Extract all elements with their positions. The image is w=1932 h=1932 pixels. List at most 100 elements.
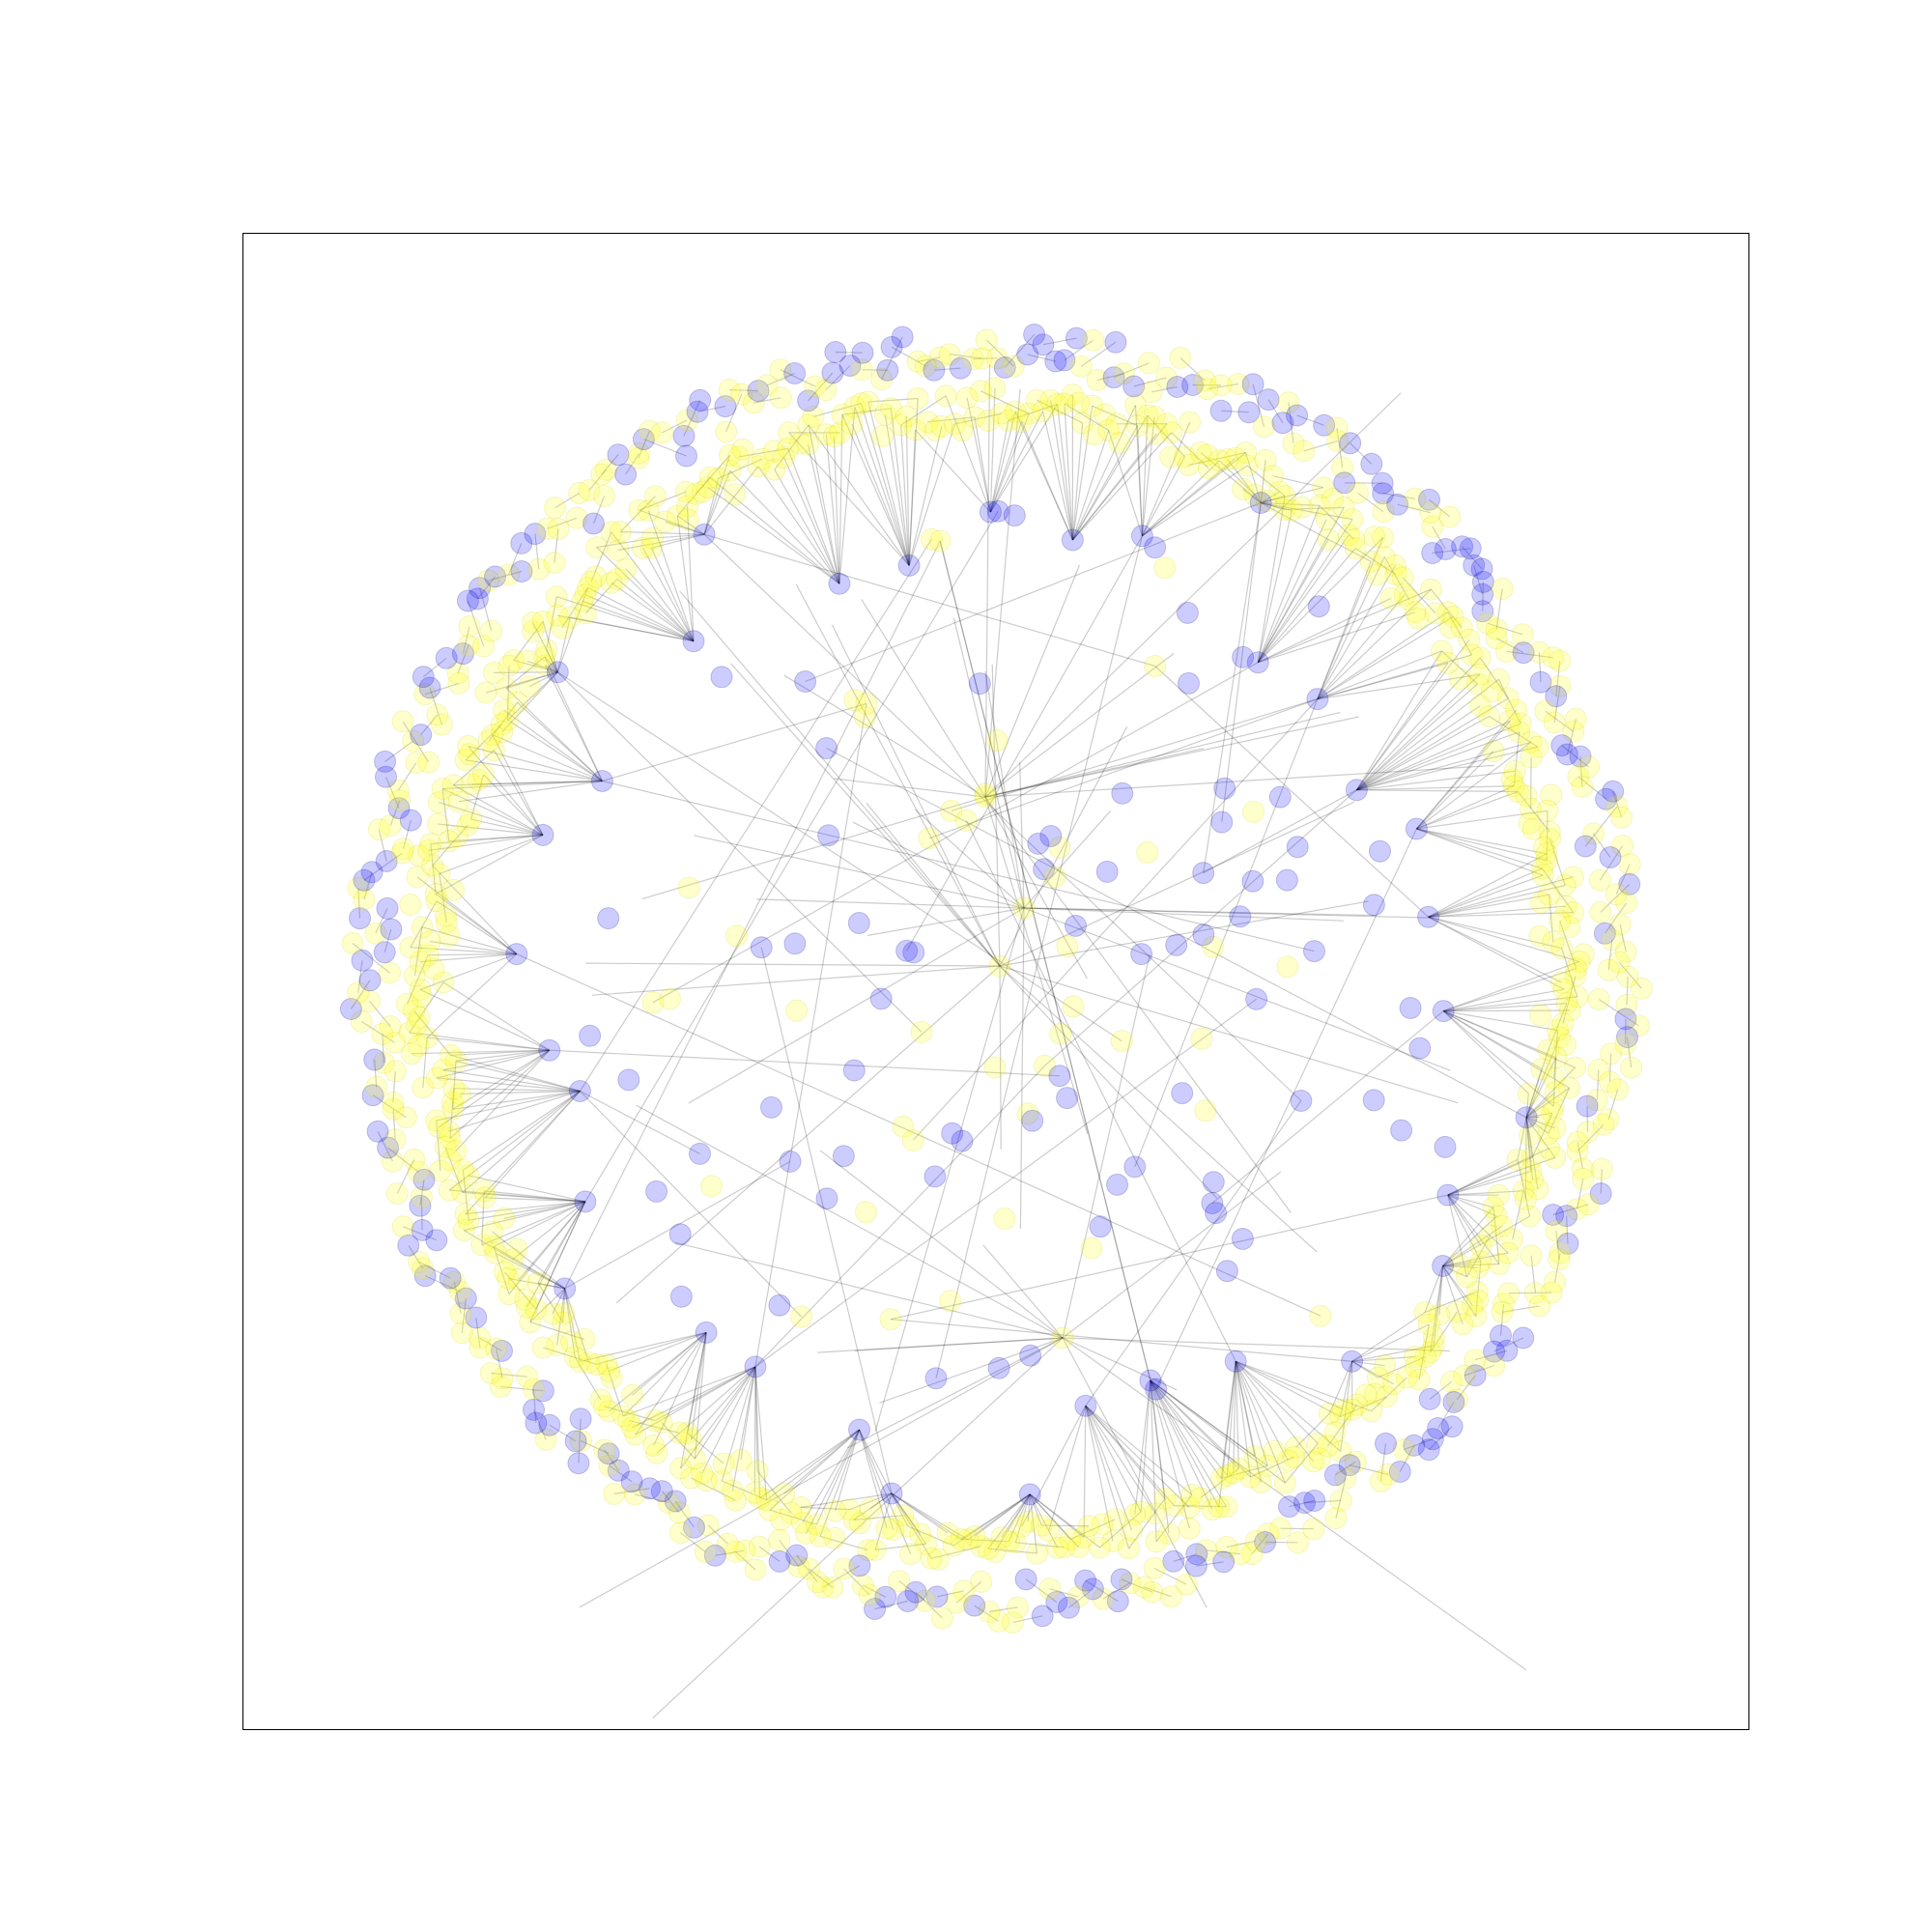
node-yellow: [408, 1250, 430, 1273]
node-yellow: [1614, 940, 1637, 963]
node-yellow: [1337, 524, 1360, 547]
node-yellow: [1468, 663, 1492, 686]
graph-edge: [1473, 565, 1484, 595]
graph-edge: [1442, 1010, 1529, 1094]
graph-edge: [1530, 756, 1532, 810]
node-yellow: [1548, 649, 1572, 672]
graph-edge: [647, 510, 695, 641]
graph-edge: [1317, 673, 1480, 700]
node-yellow: [977, 1537, 1000, 1560]
node-blue: [1145, 1378, 1168, 1401]
node-yellow: [1227, 373, 1250, 395]
graph-edge: [841, 413, 910, 566]
graph-edge: [350, 980, 371, 1009]
node-blue: [1246, 651, 1269, 674]
node-yellow: [1616, 965, 1639, 988]
graph-edge: [543, 1347, 597, 1365]
graph-edge: [441, 787, 544, 836]
graph-edge: [1479, 657, 1509, 699]
graph-edge: [780, 369, 815, 387]
graph-edge: [609, 1464, 633, 1483]
graph-edge: [611, 531, 695, 642]
graph-edge: [613, 1488, 650, 1494]
graph-edge: [1525, 1117, 1534, 1180]
graph-edge: [546, 649, 558, 673]
graph-edge: [867, 907, 1025, 936]
node-yellow: [840, 412, 864, 436]
node-yellow: [438, 924, 461, 948]
graph-edge: [1463, 1365, 1494, 1377]
node-yellow: [1332, 1398, 1355, 1421]
node-yellow: [384, 1060, 407, 1083]
node-yellow: [1177, 454, 1200, 476]
node-yellow: [1341, 1398, 1364, 1421]
graph-edge: [409, 1032, 550, 1051]
graph-edge: [357, 960, 363, 993]
graph-edge: [1447, 1194, 1500, 1264]
node-yellow: [614, 557, 638, 581]
graph-edge: [363, 852, 403, 881]
graph-edge: [1220, 1361, 1236, 1479]
node-yellow: [442, 878, 465, 901]
node-yellow: [446, 825, 469, 848]
graph-edge: [1553, 1030, 1559, 1079]
graph-edge: [1071, 425, 1139, 541]
node-yellow: [763, 458, 786, 481]
node-yellow: [1558, 1076, 1580, 1099]
node-blue: [1057, 1596, 1080, 1619]
node-yellow: [1506, 781, 1529, 803]
graph-edge: [891, 1492, 969, 1541]
node-yellow: [1463, 1349, 1487, 1372]
node-yellow: [552, 1311, 575, 1334]
node-yellow: [1153, 556, 1177, 580]
graph-edge: [1576, 1179, 1584, 1210]
graph-edge: [1235, 1360, 1314, 1463]
node-yellow: [1572, 943, 1595, 966]
node-yellow: [526, 1271, 550, 1294]
node-yellow: [1535, 842, 1558, 866]
graph-edge: [1085, 1406, 1130, 1549]
node-blue: [1065, 914, 1087, 937]
node-yellow: [1491, 578, 1514, 600]
node-blue: [904, 1580, 927, 1604]
node-blue: [842, 1059, 866, 1082]
node-blue: [1618, 872, 1641, 895]
graph-edge: [754, 703, 867, 1367]
graph-edge: [632, 1366, 756, 1429]
node-yellow: [1538, 883, 1561, 906]
node-yellow: [516, 1295, 538, 1319]
node-blue: [1338, 1454, 1361, 1477]
graph-edge: [532, 622, 558, 673]
graph-edge: [1428, 876, 1574, 918]
graph-edge: [729, 389, 759, 392]
node-yellow: [695, 1469, 718, 1492]
graph-edge: [890, 1319, 1352, 1362]
node-yellow: [1521, 1168, 1545, 1191]
node-blue: [1249, 492, 1272, 514]
node-yellow: [449, 1280, 471, 1303]
node-yellow: [1369, 1470, 1392, 1492]
node-yellow: [983, 377, 1007, 400]
graph-edge: [611, 582, 695, 642]
node-blue: [1542, 1204, 1565, 1226]
node-yellow: [850, 392, 873, 415]
node-blue: [1451, 535, 1474, 558]
graph-edge: [1416, 828, 1543, 869]
graph-edge: [1071, 432, 1173, 541]
graph-edge: [360, 1020, 395, 1043]
graph-edge: [384, 776, 400, 809]
node-blue: [817, 824, 840, 847]
node-blue: [1440, 1415, 1463, 1438]
graph-edge: [1501, 1305, 1540, 1313]
node-blue: [1408, 1037, 1432, 1060]
graph-edge: [1355, 639, 1470, 791]
node-yellow: [698, 466, 722, 489]
node-yellow: [1169, 346, 1192, 369]
node-blue: [1512, 1326, 1535, 1350]
node-yellow: [353, 888, 376, 911]
graph-edge: [579, 1091, 802, 1318]
node-yellow: [857, 1539, 880, 1562]
graph-edge: [1600, 1169, 1603, 1194]
node-yellow: [1264, 1439, 1286, 1463]
node-blue: [639, 1477, 661, 1500]
